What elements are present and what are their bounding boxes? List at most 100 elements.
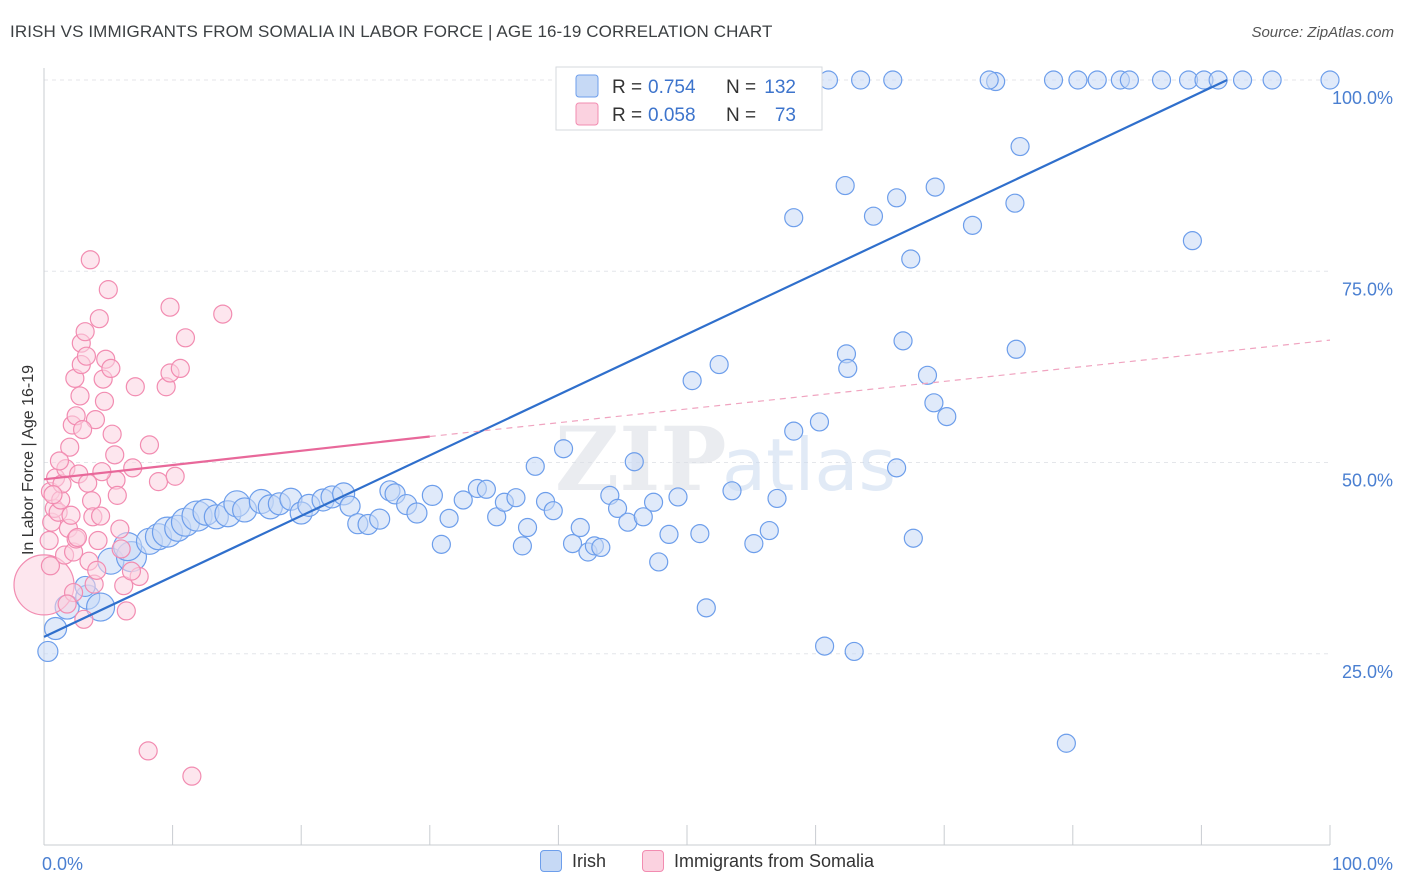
irish-point <box>1320 70 1340 90</box>
somalia-point <box>75 322 95 342</box>
somalia-point <box>80 250 100 270</box>
irish-trendline <box>43 79 1228 638</box>
somalia-point <box>60 437 80 457</box>
legend-n-label: N = <box>726 77 756 98</box>
somalia-point <box>88 530 108 551</box>
irish-point <box>924 393 944 413</box>
irish-point <box>562 533 583 554</box>
irish-point <box>633 507 653 527</box>
irish-point <box>851 70 871 90</box>
somalia-point <box>121 561 142 581</box>
y-tick-label: 25.0% <box>1342 662 1393 682</box>
bottom-legend-irish[interactable]: Irish <box>540 850 606 872</box>
irish-point <box>668 487 688 507</box>
x-tick-label: 0.0% <box>42 854 83 874</box>
legend-box <box>555 66 823 131</box>
somalia-point <box>90 506 111 526</box>
x-tick-label: 100.0% <box>1332 854 1393 874</box>
irish-point <box>1043 70 1064 90</box>
irish-point <box>979 70 999 90</box>
somalia-point <box>125 377 145 397</box>
somalia-point <box>182 766 202 786</box>
legend-r-label: R = <box>612 77 642 98</box>
somalia-point <box>40 556 61 576</box>
somalia-point <box>213 304 233 324</box>
irish-point <box>917 365 938 385</box>
irish-point <box>759 520 779 541</box>
irish-point <box>937 407 957 427</box>
irish-point <box>835 175 855 196</box>
legend-r-value: 0.754 <box>648 77 696 98</box>
irish-point <box>838 358 858 379</box>
irish-point <box>1068 70 1088 90</box>
irish-point <box>406 502 428 524</box>
grid-layer <box>44 79 1330 655</box>
legend-swatch <box>575 74 599 98</box>
somalia-point <box>101 358 121 379</box>
somalia-point <box>116 601 136 621</box>
somalia-point <box>160 297 180 317</box>
irish-point <box>37 640 59 663</box>
y-tick-label: 50.0% <box>1342 471 1393 491</box>
irish-point <box>339 495 361 517</box>
irish-point <box>659 524 679 545</box>
irish-point <box>512 536 532 556</box>
irish-point <box>844 641 864 662</box>
bottom-legend-somalia[interactable]: Immigrants from Somalia <box>642 850 874 872</box>
somalia-point <box>107 485 127 505</box>
somalia-point <box>138 741 158 761</box>
somalia-point <box>89 309 109 329</box>
irish-point <box>784 208 804 228</box>
somalia-point <box>175 328 196 348</box>
irish-point <box>815 636 835 656</box>
irish-point <box>624 452 644 472</box>
somalia-point <box>94 391 115 411</box>
irish-point <box>591 537 611 558</box>
y-tick-label: 75.0% <box>1342 279 1393 299</box>
somalia-point <box>49 451 70 471</box>
somalia-point <box>87 560 107 580</box>
irish-point <box>607 498 628 518</box>
chart-title: IRISH VS IMMIGRANTS FROM SOMALIA IN LABO… <box>10 22 773 41</box>
watermark-atlas: atlas <box>722 423 896 507</box>
irish-point <box>517 517 538 538</box>
irish-point <box>925 177 945 197</box>
somalia-point <box>39 530 59 551</box>
somalia-point <box>165 466 185 486</box>
legend-label-irish: Irish <box>572 850 607 871</box>
irish-point <box>893 331 913 351</box>
irish-point <box>883 70 903 90</box>
irish-point <box>690 524 710 544</box>
legend-swatch <box>575 102 599 126</box>
irish-point <box>809 412 830 432</box>
trend-layer <box>43 79 1331 638</box>
irish-point <box>1232 70 1253 90</box>
legend-swatch-irish <box>540 850 562 872</box>
irish-point <box>767 488 787 509</box>
irish-point <box>863 206 884 226</box>
irish-point <box>901 249 921 269</box>
irish-point <box>1119 70 1139 90</box>
bottom-legend: Irish Immigrants from Somalia <box>0 850 1406 880</box>
somalia-point <box>170 358 190 379</box>
irish-point <box>421 484 443 506</box>
irish-point <box>1056 733 1076 753</box>
irish-point <box>1006 339 1026 359</box>
irish-point <box>682 371 702 391</box>
irish-point <box>962 215 983 235</box>
somalia-point <box>57 594 77 614</box>
somalia-point <box>70 386 90 406</box>
somalia-point <box>98 280 118 300</box>
irish-point <box>887 458 907 478</box>
somalia-point <box>85 410 106 430</box>
somalia-point <box>61 505 81 525</box>
legend-r-label: R = <box>612 105 642 126</box>
legend-r-value: 0.058 <box>648 105 696 126</box>
irish-point <box>744 533 764 554</box>
irish-point <box>722 481 742 501</box>
legend-label-somalia: Immigrants from Somalia <box>674 850 875 871</box>
irish-point <box>453 490 473 510</box>
irish-point <box>476 479 496 499</box>
legend-n-value: 73 <box>775 105 796 126</box>
